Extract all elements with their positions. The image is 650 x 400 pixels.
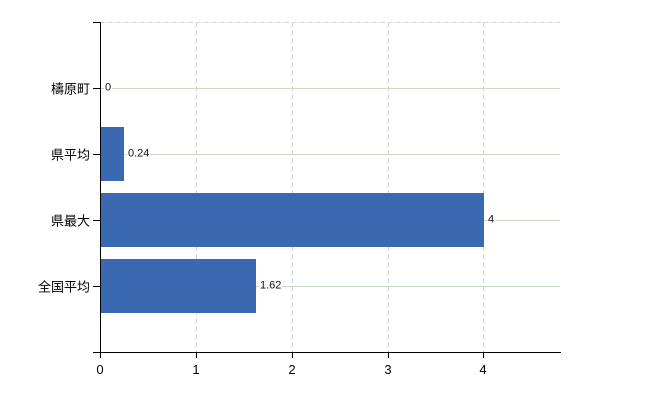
x-tick-label: 1 xyxy=(192,362,200,377)
value-label: 1.62 xyxy=(259,279,283,293)
bar-県平均 xyxy=(101,127,124,181)
horizontal-gridline xyxy=(100,286,560,287)
bar-全国平均 xyxy=(101,259,256,313)
horizontal-gridline xyxy=(100,88,560,89)
x-tick-label: 3 xyxy=(384,362,392,377)
x-tick-label: 0 xyxy=(96,362,104,377)
category-label: 県最大 xyxy=(50,213,90,229)
y-axis-tick xyxy=(93,22,100,23)
vertical-gridline xyxy=(196,22,197,352)
category-label: 檮原町 xyxy=(50,81,90,97)
vertical-gridline xyxy=(483,22,484,352)
x-axis-tick xyxy=(483,352,484,358)
x-axis-tick xyxy=(196,352,197,358)
value-label: 4 xyxy=(487,213,496,227)
x-axis-tick xyxy=(292,352,293,358)
x-axis xyxy=(93,352,561,353)
x-axis-tick xyxy=(388,352,389,358)
horizontal-gridline xyxy=(100,154,560,155)
plot-top-border xyxy=(100,22,560,23)
x-tick-label: 2 xyxy=(288,362,296,377)
x-axis-tick xyxy=(100,352,101,358)
y-axis-tick xyxy=(93,286,100,287)
x-tick-label: 4 xyxy=(479,362,487,377)
value-label: 0 xyxy=(104,81,113,95)
y-axis-tick xyxy=(93,154,100,155)
bar-県最大 xyxy=(101,193,484,247)
vertical-gridline xyxy=(292,22,293,352)
y-axis-tick xyxy=(93,88,100,89)
vertical-gridline xyxy=(388,22,389,352)
y-axis xyxy=(100,22,101,352)
value-label: 0.24 xyxy=(127,147,151,161)
category-label: 全国平均 xyxy=(37,279,90,295)
category-label: 県平均 xyxy=(50,147,90,163)
y-axis-tick xyxy=(93,220,100,221)
